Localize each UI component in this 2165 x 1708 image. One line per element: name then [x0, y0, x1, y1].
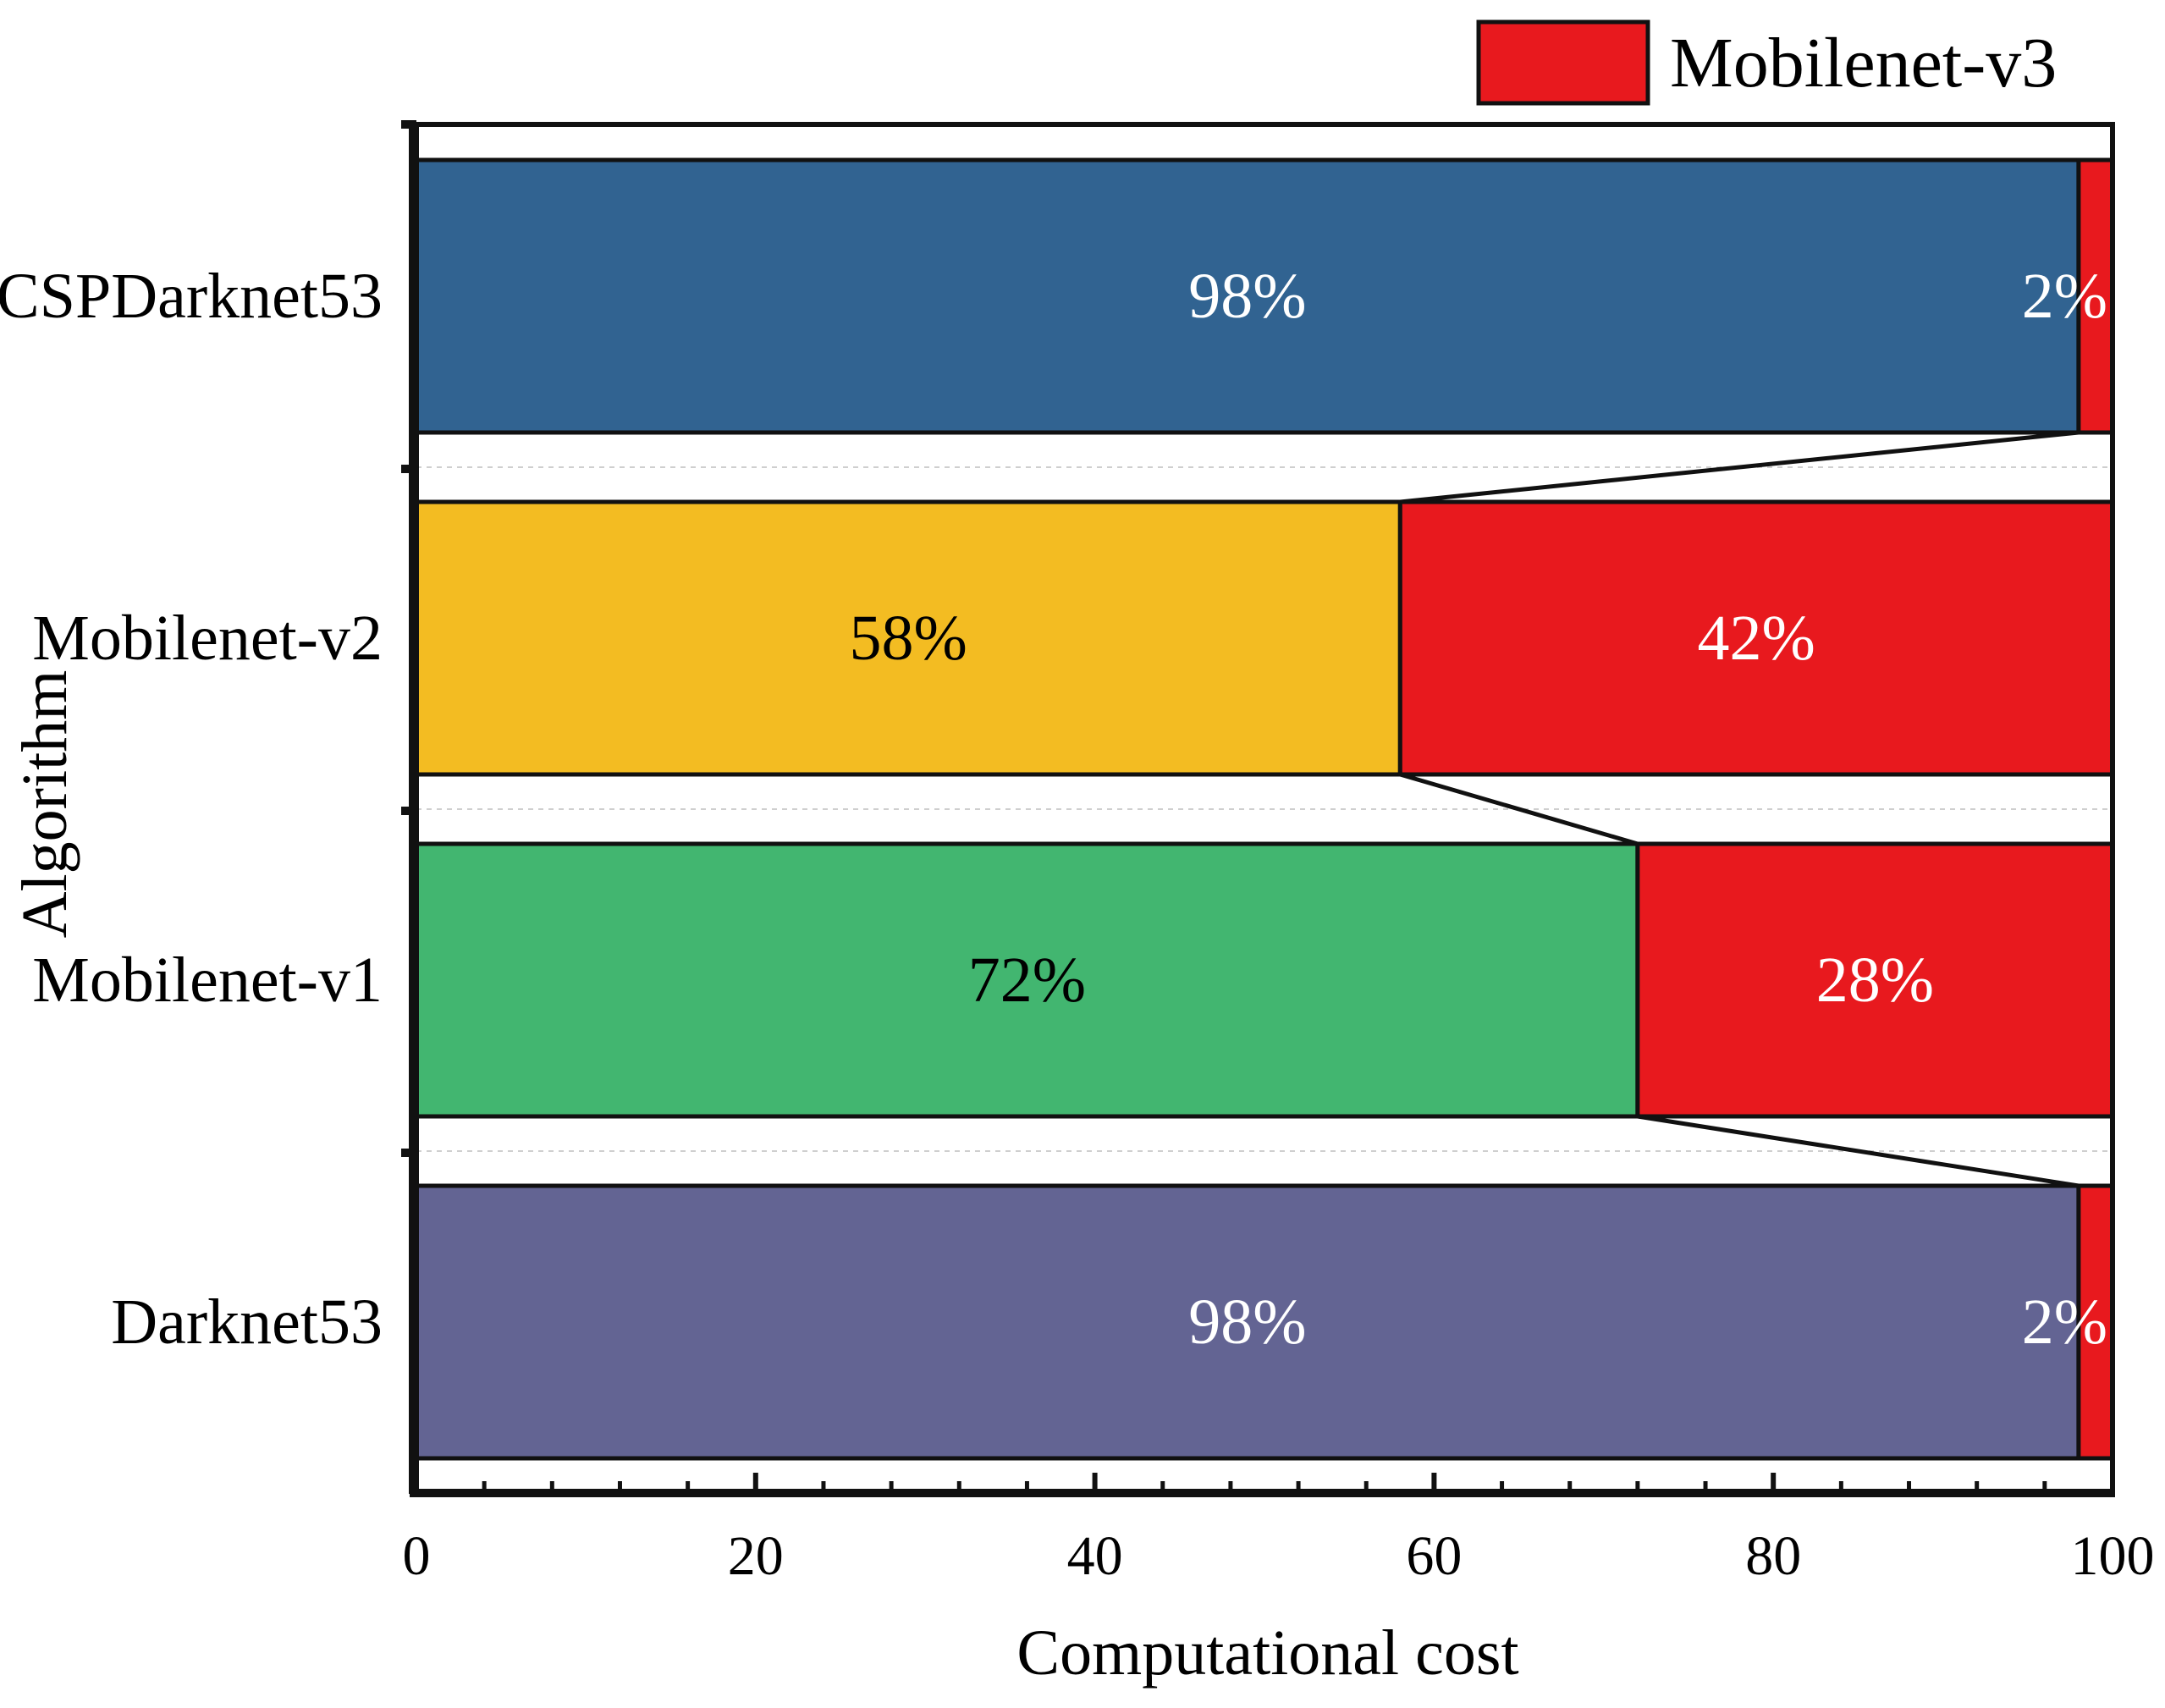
bar-mobilenet-v1-mobilenet-v3	[1635, 841, 2115, 1119]
connector-lines	[1399, 430, 2080, 1188]
x-tick-label-0: 0	[403, 1525, 431, 1587]
connector-line	[1400, 430, 2080, 504]
bars-group	[414, 157, 2115, 1461]
value-label-cspdarknet53-backbone: 98%	[1188, 261, 1306, 332]
legend: Mobilenet-v3	[1476, 19, 2057, 106]
x-tick-label-80: 80	[1745, 1525, 1801, 1587]
bar-darknet53-backbone	[414, 1183, 2081, 1461]
value-label-mobilenet-v2-backbone: 58%	[850, 603, 967, 674]
x-tick-label-20: 20	[728, 1525, 784, 1587]
y-tick-label-darknet53: Darknet53	[111, 1287, 383, 1358]
value-label-mobilenet-v1-backbone: 72%	[968, 945, 1086, 1016]
y-tick-label-mobilenet-v2: Mobilenet-v2	[32, 603, 383, 674]
x-tick-label-100: 100	[2071, 1525, 2155, 1587]
value-label-mobilenet-v2-mobilenet-v3: 42%	[1698, 603, 1815, 674]
connector-line	[1637, 1114, 2080, 1188]
value-label-cspdarknet53-mobilenet-v3: 2%	[2022, 261, 2107, 332]
legend-label-mobilenet-v3: Mobilenet-v3	[1670, 24, 2057, 102]
bar-value-labels: 98% 2% 58% 42% 72% 28% 98% 2%	[850, 261, 2107, 1358]
x-axis-title: Computational cost	[1016, 1617, 1518, 1689]
connector-line	[1399, 772, 1639, 846]
bar-mobilenet-v2-mobilenet-v3	[1397, 499, 2115, 777]
x-tick-label-60: 60	[1406, 1525, 1462, 1587]
y-axis-title: Algorithm	[9, 670, 80, 939]
value-label-darknet53-backbone: 98%	[1188, 1287, 1306, 1358]
y-axis: CSPDarknet53 Mobilenet-v2 Mobilenet-v1 Dark…	[0, 120, 416, 1358]
y-tick-label-mobilenet-v1: Mobilenet-v1	[32, 945, 383, 1016]
legend-swatch-mobilenet-v3	[1476, 19, 1650, 106]
y-tick-label-cspdarknet53: CSPDarknet53	[0, 261, 383, 332]
x-axis-ticks: 0 20 40 60 80 100	[403, 1473, 2155, 1587]
value-label-mobilenet-v1-mobilenet-v3: 28%	[1816, 945, 1934, 1016]
x-tick-label-40: 40	[1067, 1525, 1123, 1587]
bar-darknet53-mobilenet-v3	[2076, 1183, 2115, 1461]
value-label-darknet53-mobilenet-v3: 2%	[2022, 1287, 2107, 1358]
